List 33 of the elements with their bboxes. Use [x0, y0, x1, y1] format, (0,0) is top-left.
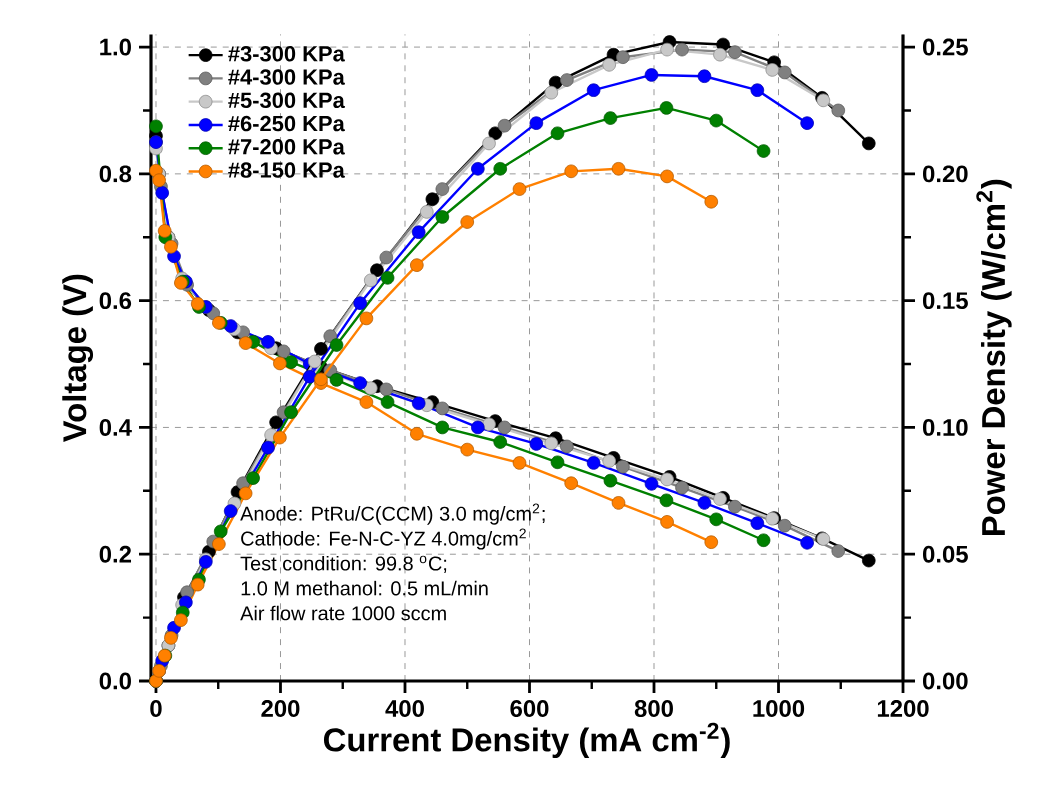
x-tick-label: 1200 [877, 700, 929, 717]
y2-tick-label: 0.20 [922, 165, 968, 183]
y-tick-label: 0.0 [99, 672, 131, 690]
legend-label: #8-150 KPa [228, 162, 345, 178]
y2-tick-label: 0.25 [922, 38, 968, 56]
y-tick-label: 0.4 [99, 418, 132, 436]
y-tick-label: 0.8 [99, 165, 132, 183]
x-tick-label: 800 [634, 700, 673, 717]
annotation: Anode: PtRu/C(CCM) 3.0 mg/cm$^{2}$; [240, 503, 545, 525]
annotation: Cathode: Fe-N-C-YZ 4.0mg/cm$^{2}$ [241, 528, 526, 550]
y2-tick-label: 0.05 [922, 545, 968, 563]
y2-axis-title: Power Density (W/cm$^{2}$) [976, 179, 1012, 536]
legend-label: #6-250 KPa [228, 115, 345, 132]
legend-label: #3-300 KPa [228, 46, 345, 62]
x-tick-label: 400 [385, 700, 424, 717]
annotation: Air flow rate 1000 sccm [240, 605, 446, 621]
x-axis-title: Current Density (mA cm$^{-2}$) [323, 722, 730, 759]
y-tick-label: 1.0 [100, 38, 131, 56]
legend-label: #7-200 KPa [228, 139, 345, 155]
x-tick-label: 200 [261, 700, 300, 717]
annotation: 1.0 M methanol: 0.5 mL/min [241, 580, 488, 596]
x-tick-label: 0 [150, 700, 162, 717]
y-tick-label: 0.6 [99, 292, 132, 310]
annotation: Test condition: 99.8 $^{o}$C; [240, 555, 447, 573]
legend-label: #5-300 KPa [228, 92, 345, 109]
y2-tick-label: 0.00 [922, 672, 968, 690]
x-tick-label: 600 [510, 700, 549, 717]
legend-label: #4-300 KPa [228, 69, 345, 85]
y2-tick-label: 0.15 [922, 292, 968, 310]
y-tick-label: 0.2 [99, 545, 132, 563]
y-axis-title: Voltage (V) [62, 274, 94, 443]
y2-tick-label: 0.10 [922, 418, 968, 436]
x-tick-label: 1000 [753, 700, 805, 717]
